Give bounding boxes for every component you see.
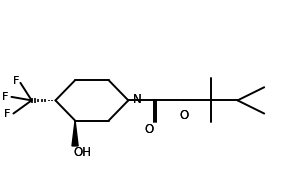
- Text: O: O: [145, 123, 154, 136]
- Polygon shape: [72, 121, 78, 146]
- Text: OH: OH: [73, 149, 91, 162]
- Text: F: F: [4, 109, 10, 119]
- Text: O: O: [180, 109, 189, 122]
- Text: F: F: [4, 109, 10, 119]
- Text: O: O: [145, 123, 154, 136]
- Text: OH: OH: [73, 146, 91, 159]
- Text: N: N: [132, 93, 141, 106]
- Text: N: N: [133, 93, 142, 106]
- Text: OH: OH: [73, 146, 91, 159]
- Text: N: N: [133, 93, 142, 106]
- Text: F: F: [13, 76, 19, 86]
- Text: F: F: [13, 76, 19, 86]
- Text: O: O: [180, 109, 189, 122]
- Text: F: F: [2, 92, 8, 102]
- Text: O: O: [145, 123, 154, 136]
- Text: O: O: [180, 109, 189, 122]
- Text: F: F: [2, 92, 8, 102]
